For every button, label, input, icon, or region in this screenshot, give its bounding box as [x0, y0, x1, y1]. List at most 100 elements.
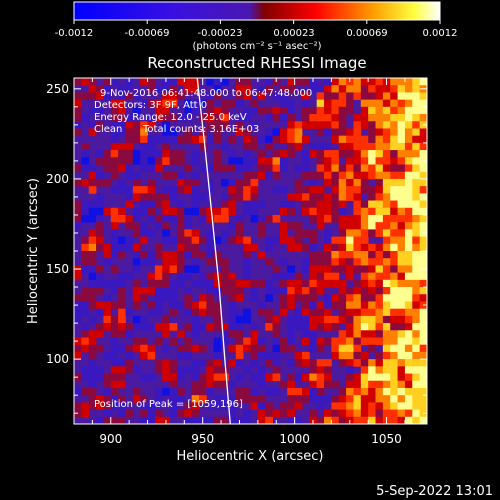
heatmap-cell	[375, 243, 384, 252]
heatmap-cell	[331, 157, 340, 165]
heatmap-cell	[213, 128, 222, 137]
heatmap-cell	[213, 106, 222, 115]
heatmap-cell	[353, 402, 362, 410]
heatmap-cell	[110, 330, 119, 338]
heatmap-cell	[199, 359, 207, 367]
heatmap-cell	[154, 323, 163, 331]
heatmap-cell	[375, 323, 384, 331]
heatmap-cell	[294, 373, 303, 382]
heatmap-cell	[404, 85, 413, 93]
heatmap-cell	[228, 272, 237, 281]
heatmap-cell	[338, 99, 347, 108]
heatmap-cell	[118, 207, 126, 216]
heatmap-cell	[331, 315, 340, 324]
heatmap-cell	[397, 150, 406, 158]
heatmap-cell	[301, 323, 310, 331]
heatmap-cell	[360, 373, 369, 382]
heatmap-cell	[375, 330, 384, 338]
heatmap-cell	[404, 157, 413, 165]
heatmap-cell	[125, 236, 134, 245]
heatmap-cell	[125, 114, 134, 122]
heatmap-cell	[316, 121, 325, 129]
heatmap-cell	[257, 402, 266, 410]
heatmap-cell	[375, 308, 384, 317]
heatmap-cell	[397, 164, 406, 173]
heatmap-cell	[213, 395, 222, 403]
heatmap-cell	[125, 164, 134, 173]
heatmap-cell	[353, 337, 362, 346]
heatmap-cell	[419, 186, 427, 194]
heatmap-cell	[125, 243, 134, 252]
heatmap-cell	[228, 135, 237, 144]
heatmap-cell	[338, 178, 347, 187]
heatmap-cell	[110, 366, 119, 374]
heatmap-cell	[419, 222, 427, 230]
heatmap-cell	[301, 243, 310, 252]
heatmap-cell	[346, 150, 354, 158]
heatmap-cell	[360, 200, 369, 209]
heatmap-cell	[132, 344, 141, 353]
heatmap-cell	[331, 186, 340, 194]
heatmap-cell	[147, 121, 156, 129]
heatmap-cell	[346, 186, 354, 194]
heatmap-cell	[390, 373, 398, 382]
heatmap-cell	[287, 78, 296, 86]
heatmap-cell	[338, 416, 347, 424]
heatmap-cell	[118, 114, 126, 122]
heatmap-cell	[287, 128, 296, 137]
heatmap-cell	[191, 243, 200, 252]
heatmap-cell	[162, 279, 170, 288]
heatmap-cell	[279, 207, 288, 216]
heatmap-cell	[360, 178, 369, 187]
heatmap-cell	[316, 366, 325, 374]
heatmap-cell	[221, 178, 229, 187]
heatmap-cell	[147, 272, 156, 281]
heatmap-cell	[235, 330, 244, 338]
heatmap-cell	[412, 272, 421, 281]
heatmap-cell	[272, 150, 281, 158]
y-tick-label: 150	[46, 262, 69, 276]
heatmap-cell	[346, 294, 354, 302]
heatmap-cell	[103, 92, 112, 101]
heatmap-cell	[368, 416, 376, 424]
heatmap-cell	[140, 78, 148, 86]
heatmap-cell	[199, 99, 207, 108]
heatmap-cell	[294, 387, 303, 396]
heatmap-cell	[110, 373, 119, 382]
heatmap-cell	[324, 164, 332, 173]
heatmap-cell	[243, 106, 251, 115]
heatmap-cell	[96, 106, 104, 115]
heatmap-cell	[353, 359, 362, 367]
heatmap-cell	[88, 214, 97, 223]
heatmap-cell	[235, 323, 244, 331]
heatmap-cell	[147, 193, 156, 201]
heatmap-cell	[257, 200, 266, 209]
heatmap-cell	[162, 106, 170, 115]
heatmap-cell	[176, 171, 185, 180]
heatmap-cell	[279, 164, 288, 173]
heatmap-cell	[228, 308, 237, 317]
heatmap-cell	[235, 279, 244, 288]
heatmap-cell	[81, 330, 90, 338]
heatmap-cell	[368, 359, 376, 367]
heatmap-cell	[390, 416, 398, 424]
heatmap-cell	[368, 214, 376, 223]
heatmap-cell	[74, 200, 82, 209]
heatmap-cell	[272, 128, 281, 137]
heatmap-cell	[184, 272, 193, 281]
heatmap-cell	[338, 142, 347, 151]
heatmap-cell	[213, 287, 222, 295]
heatmap-cell	[235, 395, 244, 403]
heatmap-cell	[309, 287, 318, 295]
heatmap-cell	[191, 135, 200, 144]
y-tick-label: 250	[46, 82, 69, 96]
heatmap-cell	[287, 121, 296, 129]
heatmap-cell	[184, 78, 193, 86]
heatmap-cell	[294, 294, 303, 302]
heatmap-cell	[265, 258, 273, 266]
heatmap-cell	[213, 344, 222, 353]
heatmap-cell	[360, 409, 369, 418]
heatmap-cell	[346, 330, 354, 338]
heatmap-cell	[331, 207, 340, 216]
